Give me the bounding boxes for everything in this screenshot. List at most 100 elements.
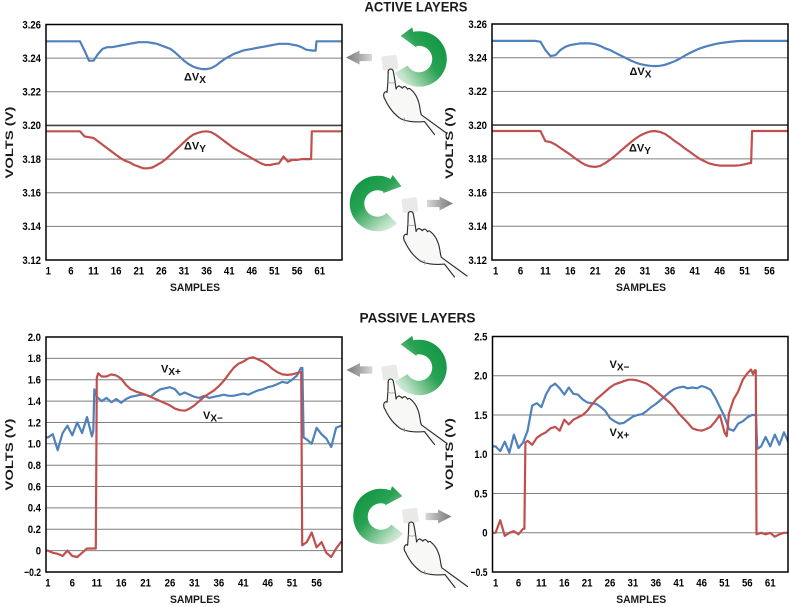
svg-text:VX+: VX+ (161, 363, 181, 378)
svg-text:11: 11 (91, 578, 102, 590)
svg-text:SAMPLES: SAMPLES (170, 282, 220, 294)
svg-text:3.20: 3.20 (468, 120, 487, 132)
svg-text:56: 56 (742, 578, 753, 590)
svg-text:41: 41 (689, 266, 700, 278)
svg-text:16: 16 (116, 578, 127, 590)
svg-text:21: 21 (590, 266, 601, 278)
svg-text:6: 6 (68, 266, 73, 278)
svg-text:36: 36 (201, 266, 212, 278)
svg-text:56: 56 (764, 266, 775, 278)
svg-text:0.8: 0.8 (28, 460, 41, 472)
svg-text:61: 61 (765, 578, 776, 590)
svg-text:ΔVX: ΔVX (184, 72, 206, 87)
svg-text:0.5: 0.5 (474, 488, 487, 500)
svg-text:1.2: 1.2 (28, 417, 41, 429)
svg-text:3.14: 3.14 (468, 221, 487, 233)
svg-text:6: 6 (516, 578, 521, 590)
svg-text:11: 11 (88, 266, 99, 278)
svg-text:−0.5: −0.5 (471, 567, 488, 579)
svg-text:31: 31 (179, 266, 190, 278)
svg-text:31: 31 (189, 578, 200, 590)
svg-text:21: 21 (140, 578, 151, 590)
svg-text:ΔVX: ΔVX (630, 66, 652, 81)
svg-text:VX+: VX+ (610, 427, 630, 442)
svg-text:0: 0 (36, 545, 41, 557)
svg-text:2.0: 2.0 (474, 371, 487, 383)
svg-text:1.0: 1.0 (28, 439, 41, 451)
svg-text:3.14: 3.14 (22, 221, 41, 233)
svg-text:PASSIVE LAYERS: PASSIVE LAYERS (360, 311, 476, 326)
svg-text:26: 26 (605, 578, 616, 590)
svg-text:3.20: 3.20 (22, 120, 41, 132)
svg-text:3.18: 3.18 (22, 154, 41, 166)
svg-text:VOLTS (V): VOLTS (V) (444, 106, 456, 179)
svg-text:36: 36 (650, 578, 661, 590)
svg-text:56: 56 (311, 578, 322, 590)
svg-text:0.4: 0.4 (28, 503, 42, 515)
svg-text:3.26: 3.26 (468, 19, 487, 31)
svg-text:ΔVY: ΔVY (629, 143, 651, 158)
svg-text:51: 51 (739, 266, 750, 278)
svg-text:41: 41 (238, 578, 249, 590)
svg-text:ΔVY: ΔVY (184, 141, 206, 156)
svg-text:3.26: 3.26 (22, 19, 41, 31)
svg-text:36: 36 (665, 266, 676, 278)
svg-text:6: 6 (518, 266, 523, 278)
svg-text:1: 1 (45, 578, 50, 590)
svg-text:0.2: 0.2 (28, 524, 41, 536)
svg-text:26: 26 (165, 578, 176, 590)
svg-text:VX−: VX− (610, 359, 630, 374)
svg-text:1.5: 1.5 (474, 410, 487, 422)
svg-text:21: 21 (582, 578, 593, 590)
svg-text:VX−: VX− (203, 410, 223, 425)
svg-text:31: 31 (628, 578, 639, 590)
svg-text:3.16: 3.16 (22, 188, 41, 200)
svg-text:1.0: 1.0 (474, 449, 487, 461)
svg-text:16: 16 (111, 266, 122, 278)
svg-text:3.12: 3.12 (22, 255, 41, 267)
svg-text:46: 46 (714, 266, 725, 278)
svg-text:0.6: 0.6 (28, 481, 41, 493)
svg-text:VOLTS (V): VOLTS (V) (4, 418, 16, 491)
svg-text:3.24: 3.24 (22, 53, 41, 65)
svg-text:3.16: 3.16 (468, 187, 487, 199)
svg-text:SAMPLES: SAMPLES (616, 282, 666, 294)
svg-text:SAMPLES: SAMPLES (170, 594, 220, 606)
svg-text:1.4: 1.4 (28, 396, 42, 408)
svg-text:16: 16 (559, 578, 570, 590)
svg-text:26: 26 (615, 266, 626, 278)
svg-text:36: 36 (214, 578, 225, 590)
svg-text:6: 6 (70, 578, 75, 590)
svg-text:41: 41 (224, 266, 235, 278)
svg-text:46: 46 (246, 266, 257, 278)
svg-text:46: 46 (696, 578, 707, 590)
svg-text:1: 1 (493, 578, 498, 590)
svg-text:2.5: 2.5 (474, 331, 487, 343)
svg-text:26: 26 (156, 266, 167, 278)
svg-text:56: 56 (292, 266, 303, 278)
svg-text:−0.2: −0.2 (24, 567, 41, 579)
svg-text:ACTIVE LAYERS: ACTIVE LAYERS (365, 0, 468, 15)
svg-text:46: 46 (262, 578, 273, 590)
svg-text:61: 61 (314, 266, 325, 278)
svg-text:3.24: 3.24 (468, 53, 487, 65)
svg-text:41: 41 (673, 578, 684, 590)
svg-text:3.12: 3.12 (468, 255, 487, 267)
svg-text:VOLTS (V): VOLTS (V) (444, 417, 456, 490)
svg-text:3.22: 3.22 (22, 87, 41, 99)
svg-text:11: 11 (536, 578, 547, 590)
svg-text:51: 51 (287, 578, 298, 590)
svg-text:1.8: 1.8 (28, 353, 41, 365)
svg-text:51: 51 (719, 578, 730, 590)
svg-text:3.18: 3.18 (468, 154, 487, 166)
svg-text:51: 51 (269, 266, 280, 278)
svg-text:0: 0 (482, 528, 487, 540)
svg-text:1.6: 1.6 (28, 375, 41, 387)
svg-text:2.0: 2.0 (28, 332, 41, 344)
svg-text:3.22: 3.22 (468, 86, 487, 98)
svg-text:11: 11 (540, 266, 551, 278)
svg-text:21: 21 (133, 266, 144, 278)
svg-text:31: 31 (640, 266, 651, 278)
svg-text:SAMPLES: SAMPLES (616, 594, 666, 606)
svg-text:16: 16 (565, 266, 576, 278)
